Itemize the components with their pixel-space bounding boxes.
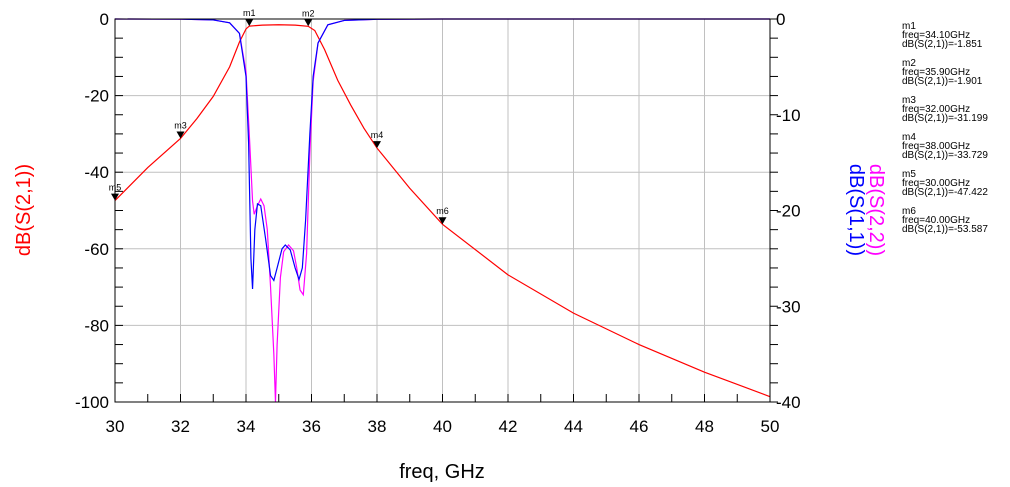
marker-value: dB(S(2,1))=-47.422	[902, 187, 988, 198]
x-axis-label: freq, GHz	[399, 461, 485, 483]
marker-id: m5	[902, 169, 916, 180]
x-tick-label: 50	[761, 417, 780, 436]
x-tick-label: 38	[368, 417, 387, 436]
x-tick-label: 44	[564, 417, 583, 436]
series-line-s11	[114, 18, 770, 290]
marker-value: dB(S(2,1))=-33.729	[902, 150, 988, 161]
y-tick-label-left: -40	[84, 163, 109, 182]
marker-label-m3: m3	[174, 120, 187, 130]
y-axis-right-label-s22: dB(S(2,2))	[865, 164, 887, 256]
marker-value: dB(S(2,1))=-1.901	[902, 76, 983, 87]
marker-readout-m2: m2 freq=35.90GHz dB(S(2,1))=-1.901	[902, 58, 1008, 87]
marker-triangle-m1	[245, 19, 254, 27]
marker-readout-m5: m5 freq=30.00GHz dB(S(2,1))=-47.422	[902, 169, 1008, 198]
marker-label-m6: m6	[436, 206, 449, 216]
marker-readout-m4: m4 freq=38.00GHz dB(S(2,1))=-33.729	[902, 132, 1008, 161]
marker-freq: freq=30.00GHz	[902, 178, 971, 189]
marker-freq: freq=40.00GHz	[902, 215, 971, 226]
y-tick-label-right: -30	[776, 297, 801, 316]
marker-triangle-m2	[304, 19, 313, 27]
y-axis-right-label-s11: dB(S(1,1))	[845, 164, 867, 256]
chart-series	[114, 18, 771, 403]
x-tick-label: 32	[171, 417, 190, 436]
chart-ticks: 30 32 34 36 38 40 42 44 46 48 50 0 -20 -40 -60 -80 -100 0…	[75, 10, 801, 436]
marker-value: dB(S(2,1))=-53.587	[902, 224, 988, 235]
x-tick-label: 34	[237, 417, 256, 436]
marker-readout-m3: m3 freq=32.00GHz dB(S(2,1))=-31.199	[902, 95, 1008, 124]
x-tick-label: 40	[433, 417, 452, 436]
x-tick-label: 46	[630, 417, 649, 436]
x-tick-label: 42	[499, 417, 518, 436]
x-tick-label: 36	[302, 417, 321, 436]
marker-triangle-m4	[373, 141, 381, 149]
marker-readout-panel: m1 freq=34.10GHz dB(S(2,1))=-1.851 m2 fr…	[902, 22, 1008, 244]
marker-label-m1: m1	[243, 8, 256, 18]
marker-id: m1	[902, 21, 916, 32]
y-tick-label-left: -80	[84, 316, 109, 335]
marker-freq: freq=38.00GHz	[902, 141, 971, 152]
y-tick-label-left: -100	[75, 393, 109, 412]
marker-label-m2: m2	[302, 8, 315, 18]
y-tick-label-right: -10	[776, 106, 801, 125]
x-tick-label: 30	[106, 417, 125, 436]
marker-id: m2	[902, 58, 916, 69]
y-tick-label-right: 0	[776, 10, 785, 29]
series-line-s21	[114, 24, 771, 398]
marker-triangle-m6	[438, 217, 447, 225]
y-tick-label-right: -20	[776, 202, 801, 221]
marker-readout-m1: m1 freq=34.10GHz dB(S(2,1))=-1.851	[902, 21, 1008, 50]
y-tick-label-left: -20	[84, 87, 109, 106]
marker-id: m4	[902, 132, 916, 143]
marker-id: m3	[902, 95, 916, 106]
marker-id: m6	[902, 206, 916, 217]
y-axis-left-label: dB(S(2,1))	[13, 164, 35, 256]
marker-freq: freq=34.10GHz	[902, 30, 971, 41]
y-tick-label-left: 0	[100, 10, 109, 29]
y-tick-label-right: -40	[776, 393, 801, 412]
y-tick-label-left: -60	[84, 240, 109, 259]
marker-triangle-m3	[176, 131, 185, 139]
marker-value: dB(S(2,1))=-31.199	[902, 113, 988, 124]
marker-label-m4: m4	[371, 130, 384, 140]
marker-freq: freq=32.00GHz	[902, 104, 971, 115]
marker-readout-m6: m6 freq=40.00GHz dB(S(2,1))=-53.587	[902, 206, 1008, 235]
x-tick-label: 48	[695, 417, 714, 436]
marker-value: dB(S(2,1))=-1.851	[902, 39, 983, 50]
marker-freq: freq=35.90GHz	[902, 67, 971, 78]
plot-frame	[114, 18, 771, 403]
